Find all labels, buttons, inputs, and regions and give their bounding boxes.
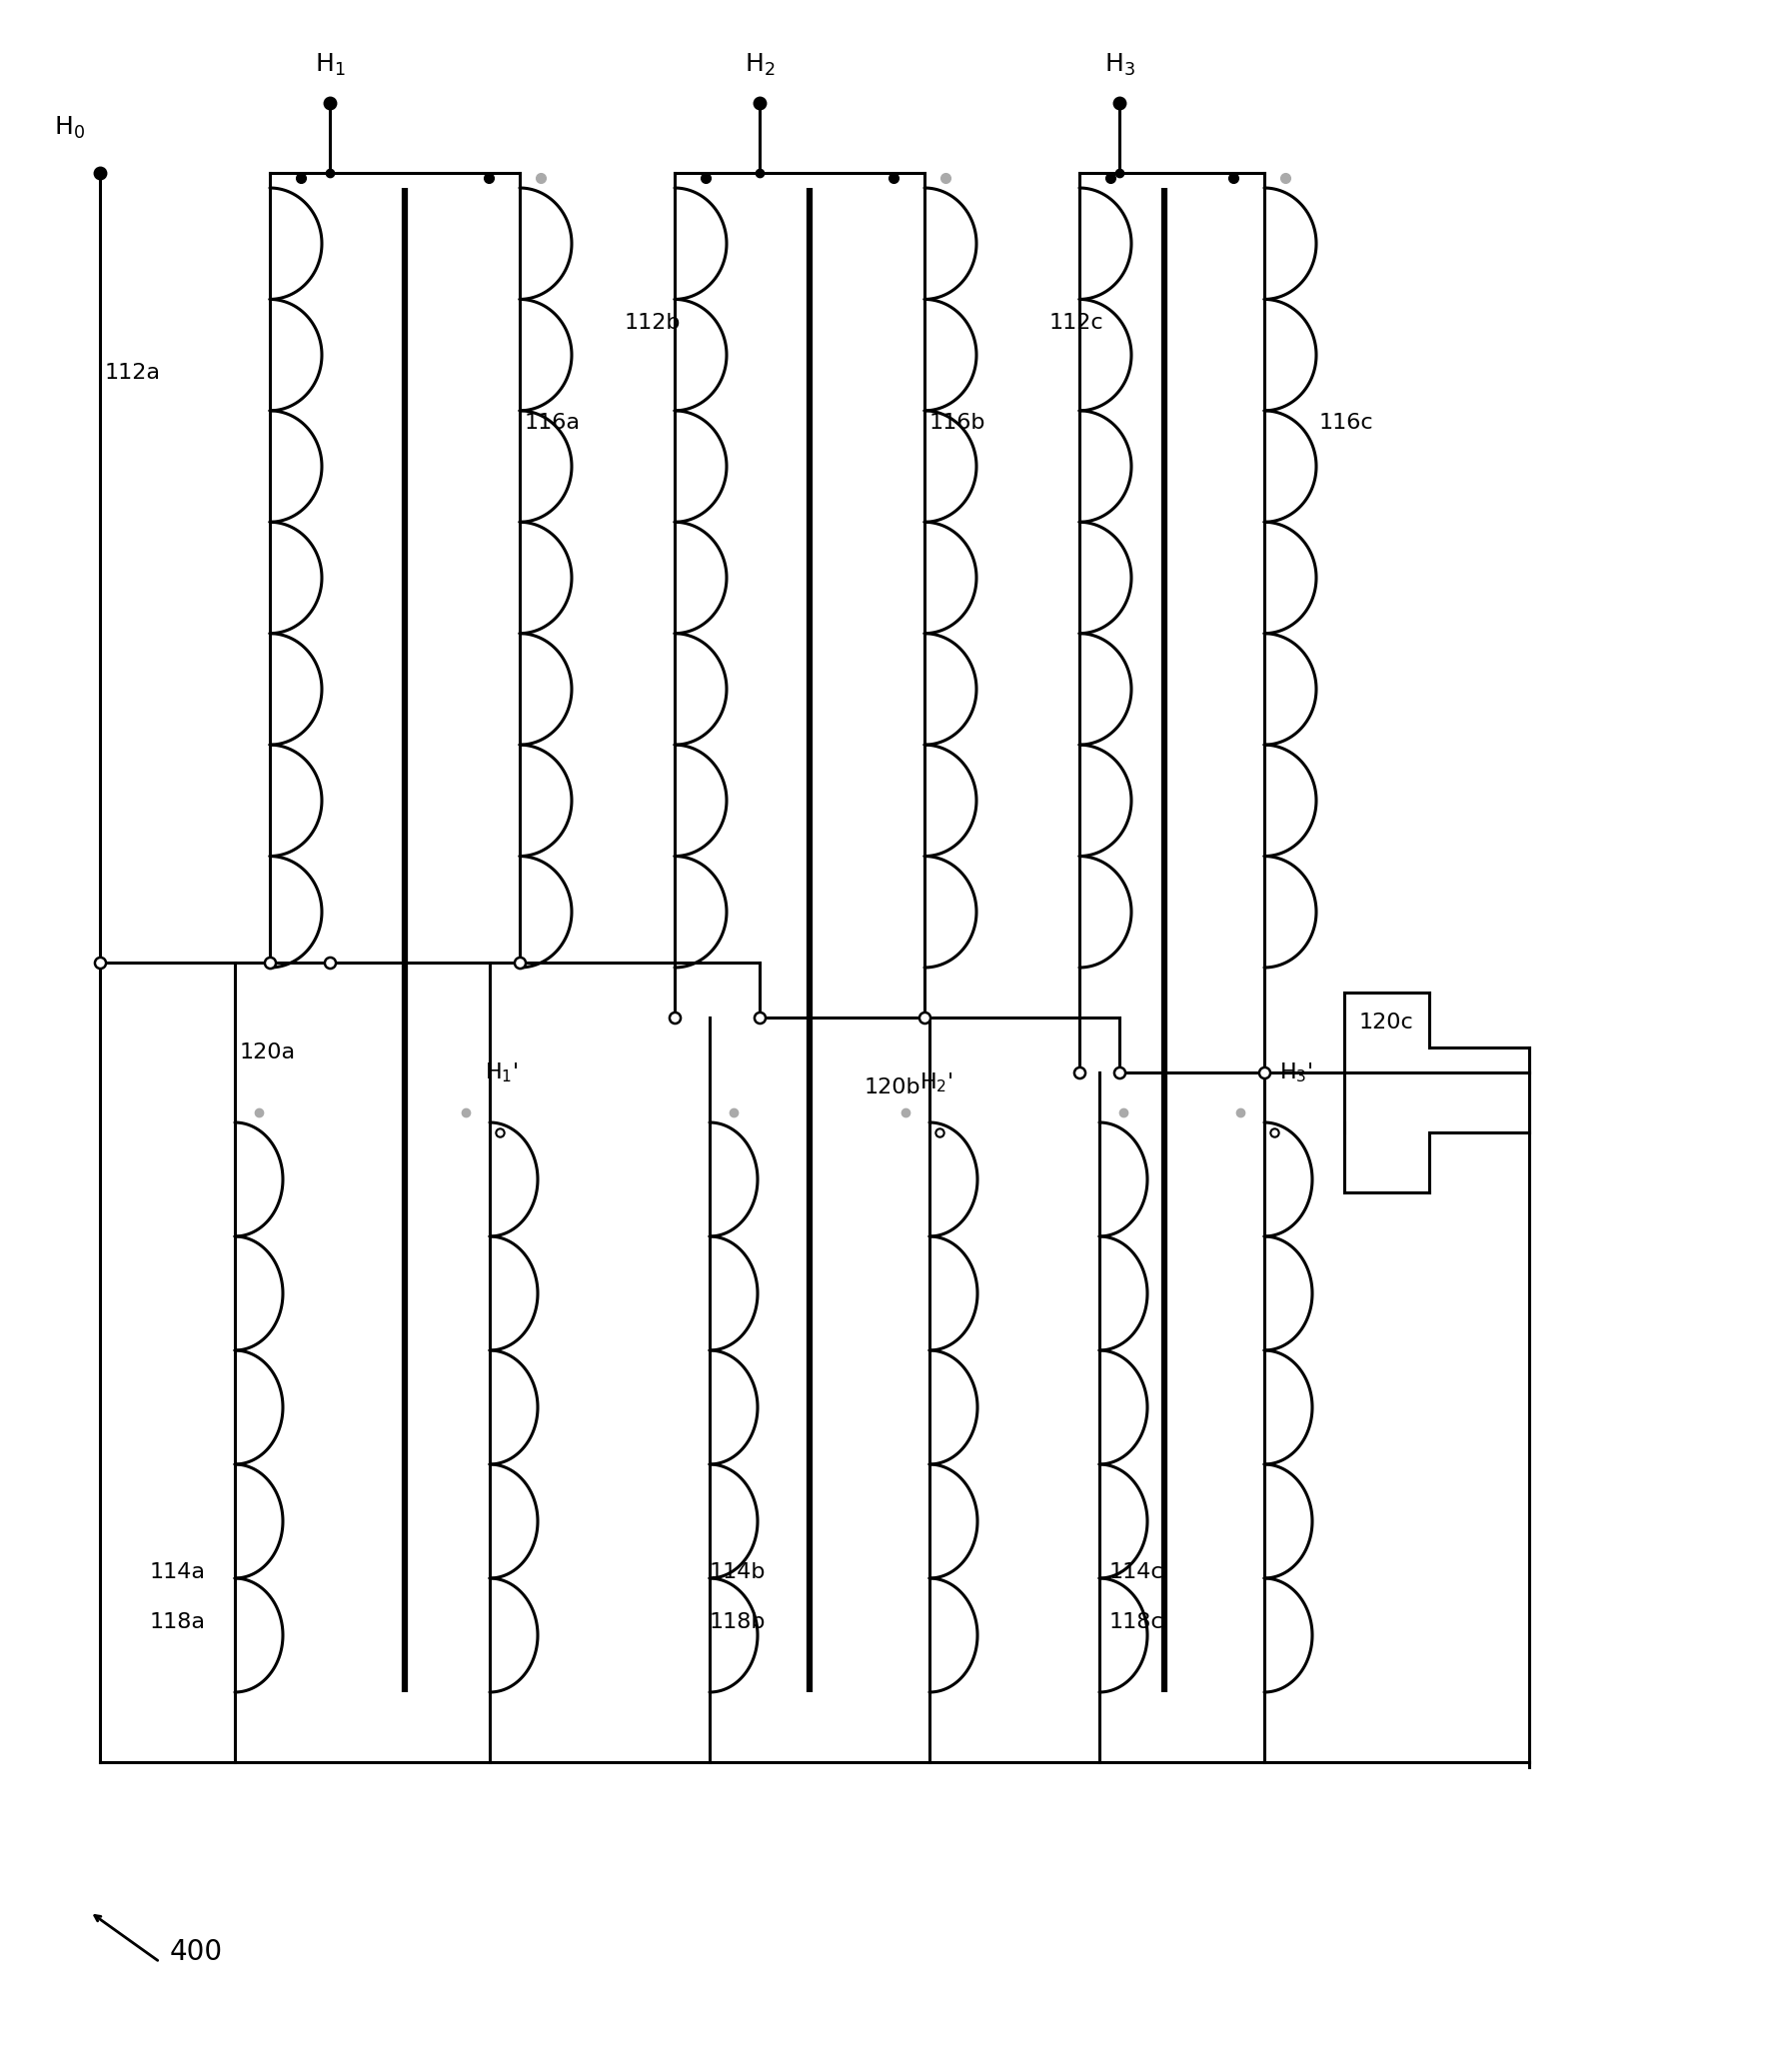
Text: H$_3$': H$_3$' [1279,1061,1311,1084]
Text: 120a: 120a [240,1042,295,1063]
Text: 116b: 116b [929,412,986,433]
Text: 118c: 118c [1108,1612,1163,1633]
Text: H$_1$': H$_1$' [484,1061,518,1084]
Text: 114b: 114b [710,1562,765,1583]
Text: 116a: 116a [525,412,580,433]
Text: 112a: 112a [105,363,160,383]
Text: 400: 400 [169,1937,222,1966]
Text: 118b: 118b [710,1612,765,1633]
Text: 118a: 118a [149,1612,206,1633]
Text: H$_2$: H$_2$ [744,52,774,79]
Text: 114a: 114a [149,1562,206,1583]
Text: 112b: 112b [624,313,681,334]
Text: 116c: 116c [1318,412,1373,433]
Text: 114c: 114c [1108,1562,1163,1583]
Text: H$_3$: H$_3$ [1103,52,1135,79]
Text: 120b: 120b [865,1077,920,1098]
Text: H$_0$: H$_0$ [53,114,85,141]
Text: H$_2$': H$_2$' [920,1071,952,1094]
Text: 120c: 120c [1359,1013,1413,1032]
Text: 112c: 112c [1050,313,1103,334]
Text: H$_1$: H$_1$ [315,52,345,79]
